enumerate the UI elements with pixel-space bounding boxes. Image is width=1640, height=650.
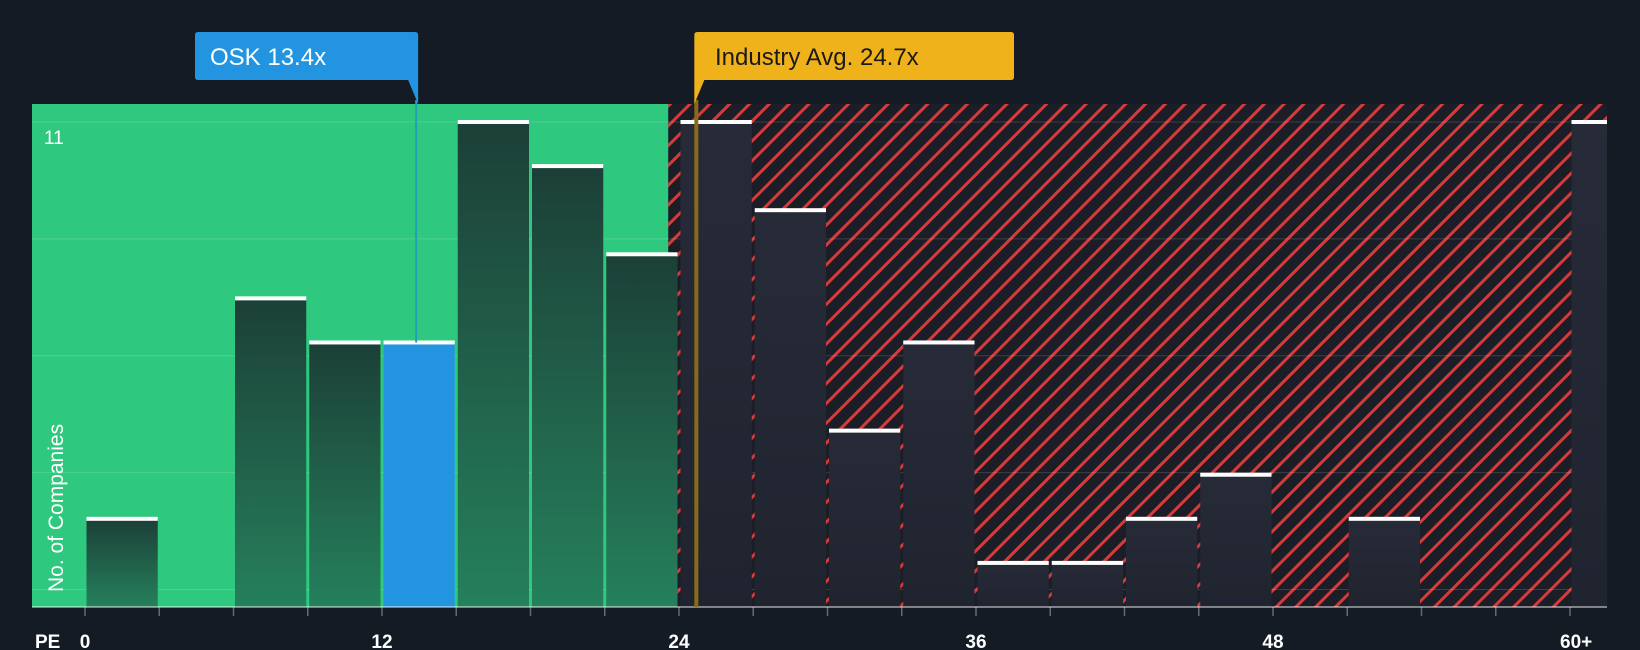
bar-top-cap [86,516,158,521]
bar [309,342,381,607]
x-tick-label: 0 [80,632,91,650]
bar-top-cap [532,164,604,169]
industry-avg-line [694,100,699,607]
x-axis-ticks: 0 12 24 36 48 60+ [80,632,1593,650]
bar [1200,474,1272,607]
y-axis-max-label: 11 [44,128,64,149]
bar-top-cap [977,560,1049,565]
bar-top-cap [1200,472,1272,477]
x-tick-label: 48 [1262,632,1283,650]
x-tick-label: 36 [965,632,986,650]
company-callout-label: OSK 13.4x [210,44,326,71]
bar-top-cap [309,340,381,345]
bar-top-cap [457,120,529,124]
industry-avg-callout [694,32,1014,104]
bar [1126,518,1198,607]
bar-top-cap [235,296,307,301]
x-tick-label: 60+ [1560,632,1592,650]
bar [1348,518,1420,607]
industry-avg-marker: Industry Avg. 24.7x [694,32,1014,607]
bar [86,518,158,607]
industry-avg-callout-label: Industry Avg. 24.7x [715,44,919,71]
bar-top-cap [754,208,826,213]
x-tick-label: 12 [371,632,392,650]
company-marker: OSK 13.4x [195,32,419,343]
bar-top-cap [680,120,752,124]
bar-top-cap [606,252,678,257]
bar [235,298,307,607]
x-axis-label: PE [35,632,60,650]
y-axis-label: No. of Companies [45,424,68,592]
bar [532,166,604,607]
bin-separators [84,607,1571,616]
company-callout [195,32,419,104]
bar [606,254,678,608]
bar-top-cap [903,340,975,345]
bar [754,210,826,607]
bars [86,120,1607,608]
bar [1571,122,1607,607]
bar-top-cap [829,428,901,433]
bar [903,342,975,607]
bar [829,430,901,607]
bar [1051,562,1123,607]
bar [977,562,1049,607]
bar-highlighted [383,342,455,607]
bar-top-cap [383,340,455,345]
bar-top-cap [1126,516,1198,521]
bar-top-cap [1571,120,1607,124]
bar [680,122,752,607]
x-tick-label: 24 [668,632,690,650]
bar [457,122,529,607]
bar-top-cap [1051,560,1123,565]
bar-top-cap [1348,516,1420,521]
